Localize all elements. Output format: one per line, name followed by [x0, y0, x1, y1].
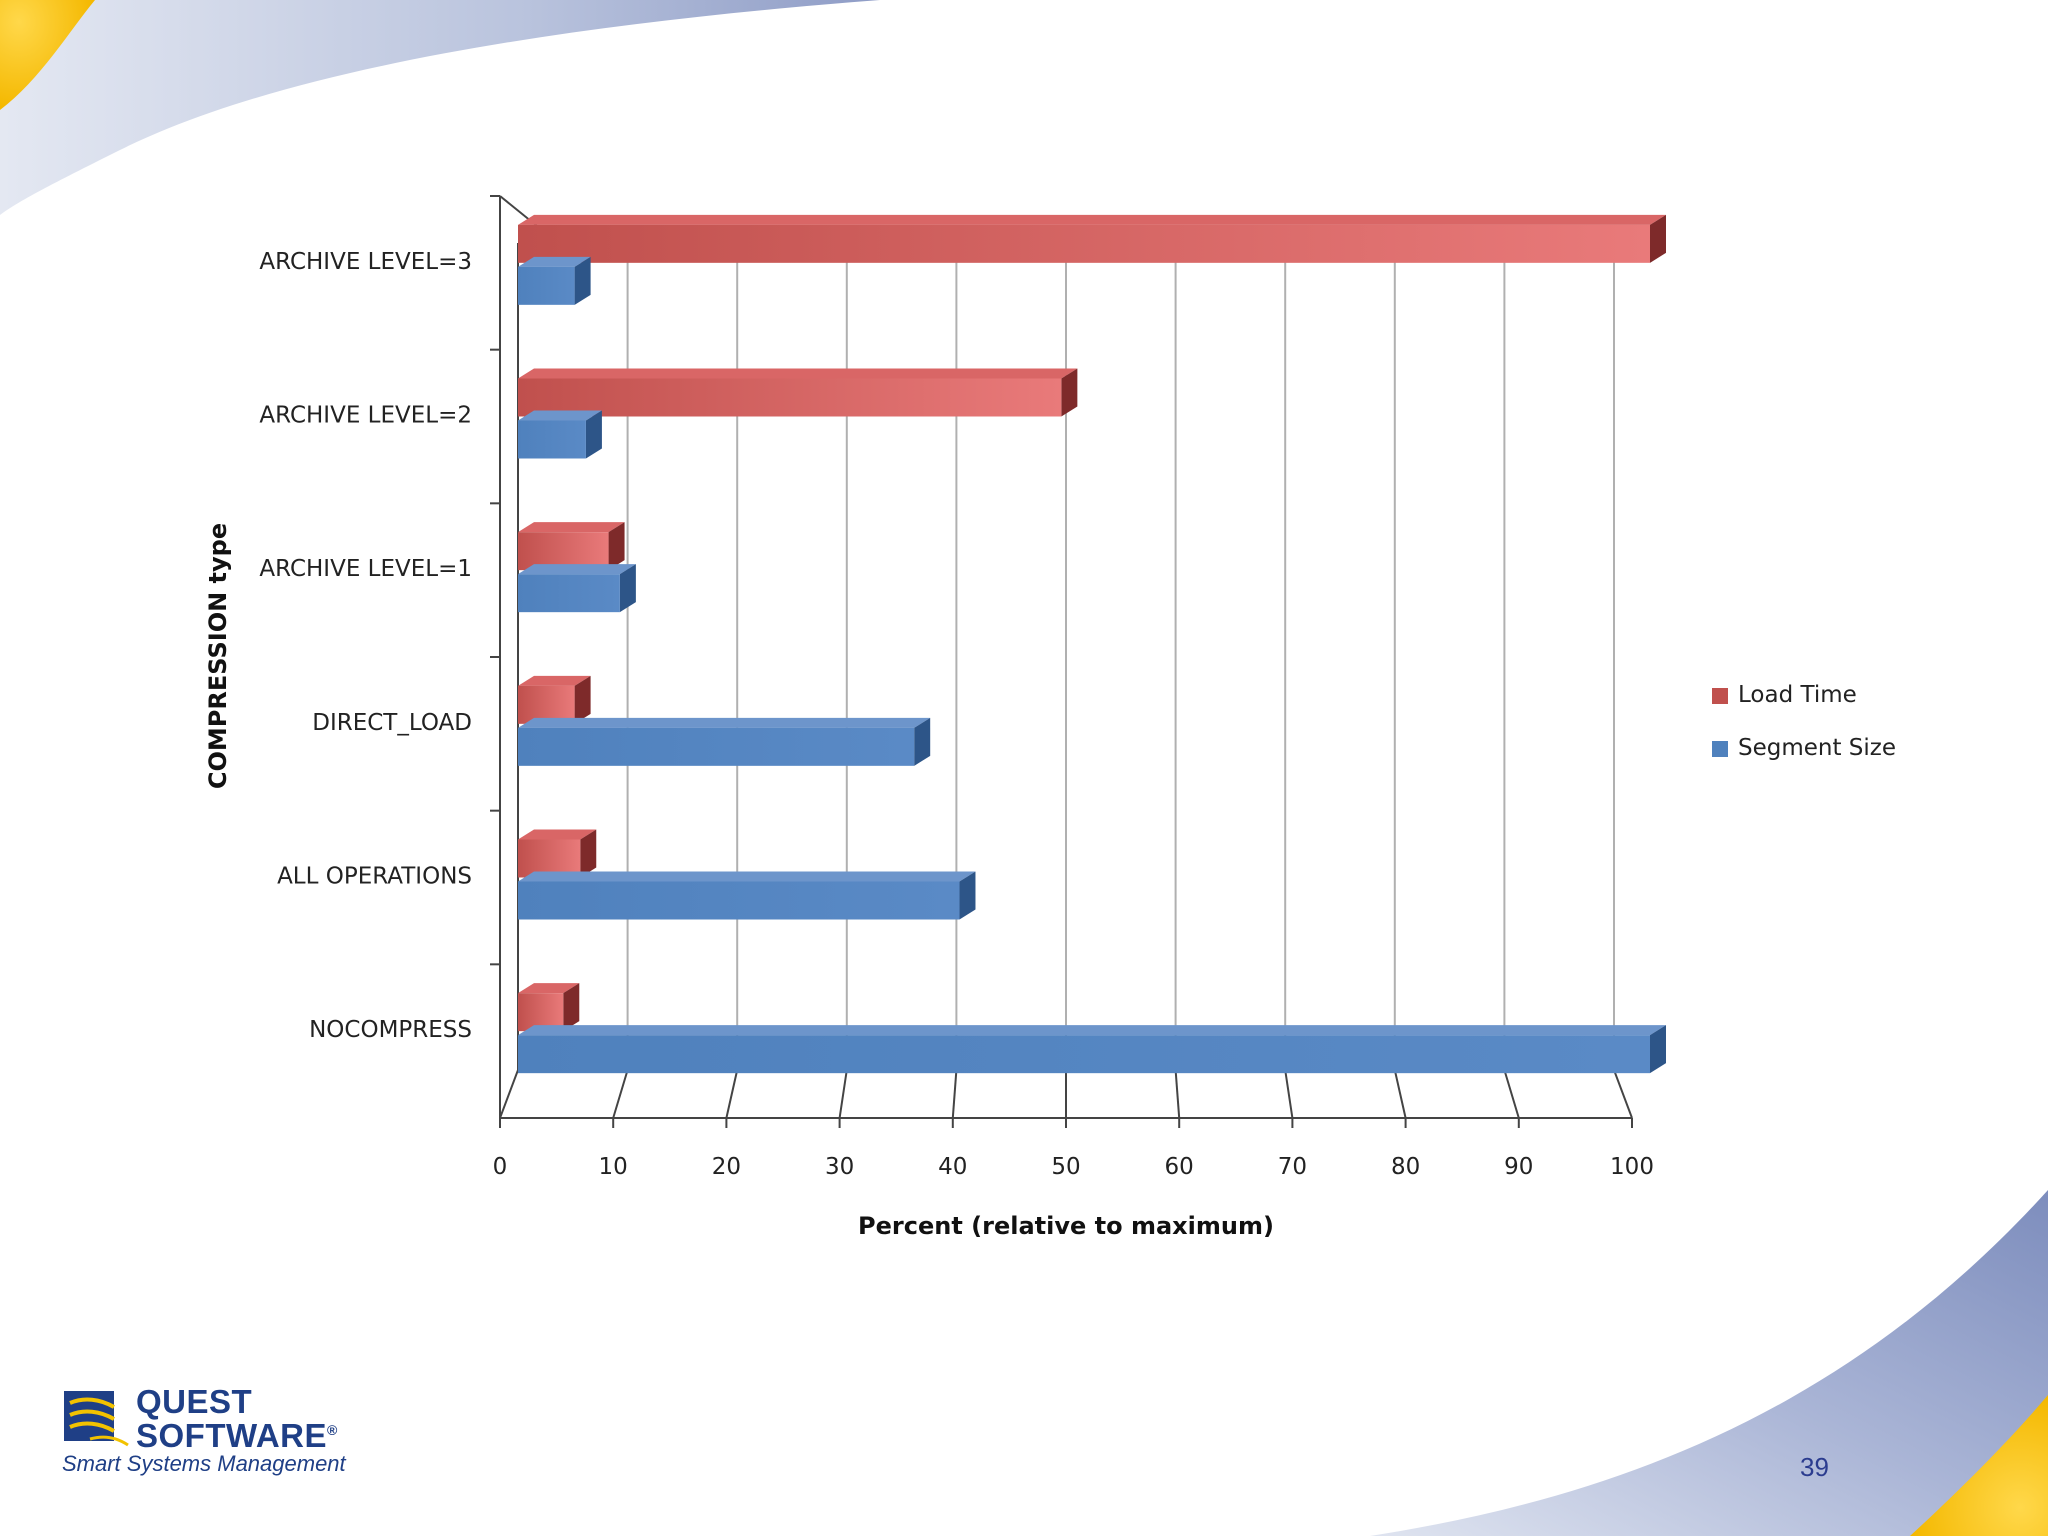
page-number: 39: [1800, 1452, 1829, 1482]
logo-tagline: Smart Systems Management: [62, 1451, 346, 1476]
floor-gridline: [1613, 1069, 1633, 1119]
y-category-label: DIRECT_LOAD: [312, 710, 472, 736]
x-tick-label: 20: [712, 1154, 741, 1180]
x-tick-label: 80: [1391, 1154, 1420, 1180]
logo-registered-mark: ®: [327, 1422, 338, 1438]
y-category-label: ARCHIVE LEVEL=3: [259, 249, 472, 275]
y-axis-title: COMPRESSION type: [204, 523, 232, 789]
floor-gridline: [951, 1069, 958, 1119]
x-tick-label: 40: [938, 1154, 967, 1180]
floor-gridline: [1174, 1069, 1181, 1119]
bar-segment-size: [518, 410, 602, 459]
legend-swatch-segment-size: [1712, 741, 1728, 757]
x-tick-label: 90: [1504, 1154, 1533, 1180]
x-axis-title: Percent (relative to maximum): [858, 1212, 1274, 1240]
bar-load-time: [518, 983, 580, 1032]
bottom-right-swoosh-shape: [1370, 1190, 2048, 1536]
y-category-label: ALL OPERATIONS: [277, 864, 472, 890]
bar-load-time: [518, 675, 591, 724]
quest-logo-mark-icon: [64, 1391, 129, 1447]
floor-gridline: [1503, 1069, 1520, 1119]
x-tick-label: 60: [1165, 1154, 1194, 1180]
legend-label-load-time: Load Time: [1738, 682, 1857, 708]
bottom-right-yellow-shape: [1910, 1395, 2048, 1536]
floor-gridline: [725, 1069, 739, 1119]
bar-load-time: [518, 522, 625, 571]
x-tick-label: 100: [1610, 1154, 1654, 1180]
y-category-label: ARCHIVE LEVEL=2: [259, 403, 472, 429]
bar-load-time: [518, 368, 1078, 417]
bars: [518, 214, 1666, 1074]
top-left-swoosh-shape: [0, 0, 880, 215]
axes: [490, 195, 1633, 1128]
legend-label-segment-size: Segment Size: [1738, 735, 1897, 761]
x-tick-label: 10: [599, 1154, 628, 1180]
floor-gridline: [499, 1069, 519, 1119]
axis-labels: 0 10 20 30 40 50 60 70 80 90 100 ARCHIVE LEVEL=3 ARC…: [204, 249, 1654, 1240]
top-left-yellow-shape: [0, 0, 95, 110]
bar-load-time: [518, 214, 1666, 263]
bar-load-time: [518, 829, 597, 878]
y-category-label: ARCHIVE LEVEL=1: [259, 556, 472, 582]
bar-segment-size: [518, 256, 591, 305]
x-tick-label: 70: [1278, 1154, 1307, 1180]
x-tick-label: 50: [1051, 1154, 1080, 1180]
quest-software-logo: QUEST SOFTWARE® Smart Systems Management: [60, 1385, 390, 1485]
floor-gridline: [1284, 1069, 1294, 1119]
bar-segment-size: [518, 871, 976, 920]
bar-segment-size: [518, 717, 931, 766]
logo-text-quest: QUEST: [136, 1383, 253, 1420]
floor-gridline: [838, 1069, 848, 1119]
x-tick-label: 0: [493, 1154, 508, 1180]
floor-gridline: [1393, 1069, 1407, 1119]
legend-swatch-load-time: [1712, 688, 1728, 704]
bar-segment-size: [518, 1025, 1666, 1074]
y-category-label: NOCOMPRESS: [309, 1017, 472, 1043]
logo-text-software: SOFTWARE®: [136, 1415, 338, 1454]
x-tick-label: 30: [825, 1154, 854, 1180]
logo-text-software-word: SOFTWARE: [136, 1417, 327, 1454]
bar-segment-size: [518, 564, 636, 613]
floor-gridline: [612, 1069, 629, 1119]
